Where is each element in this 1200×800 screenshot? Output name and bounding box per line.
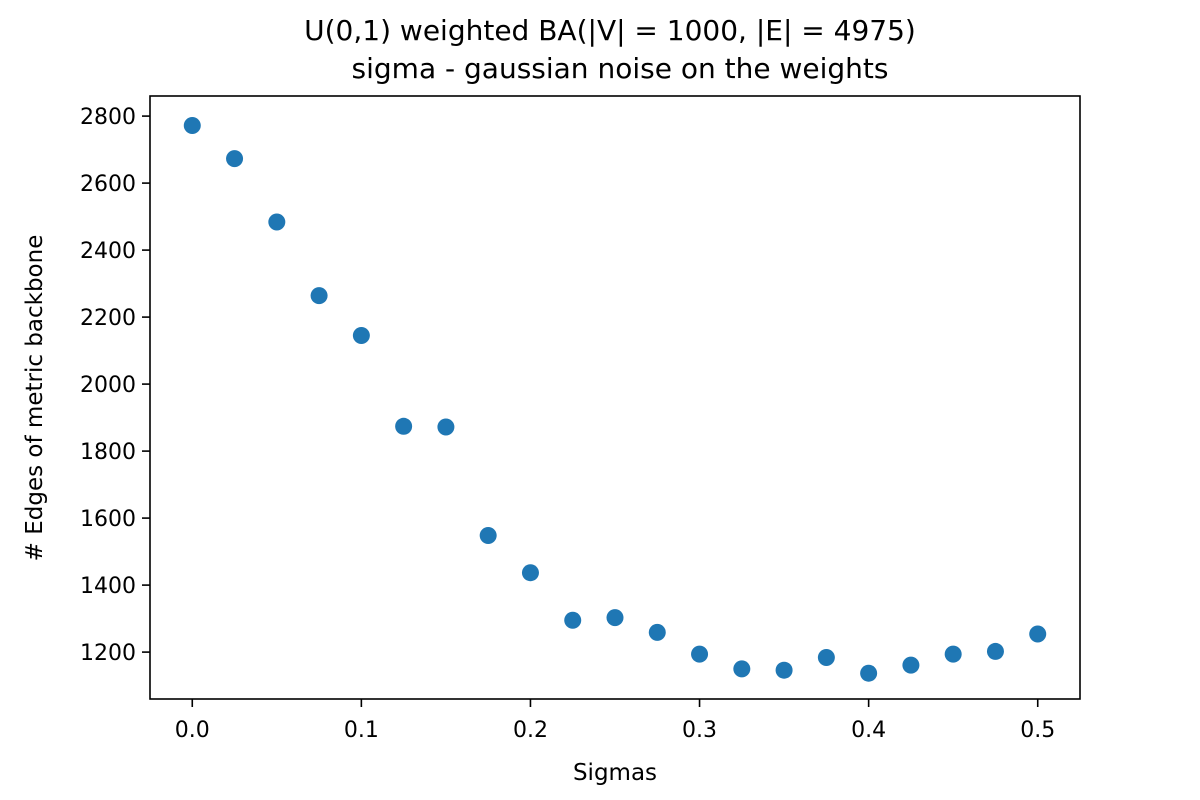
data-point bbox=[183, 116, 201, 134]
y-tick-label: 2200 bbox=[80, 306, 136, 331]
y-tick-label: 2800 bbox=[80, 105, 136, 130]
x-tick-label: 0.3 bbox=[682, 718, 717, 743]
data-point bbox=[648, 623, 666, 641]
data-point bbox=[944, 645, 962, 663]
y-tick-label: 1800 bbox=[80, 440, 136, 465]
data-point bbox=[352, 327, 370, 345]
y-tick-label: 2600 bbox=[80, 172, 136, 197]
y-axis: 1200 1400 1600 1800 2000 2200 2400 2600 2800 bbox=[80, 105, 150, 666]
data-point bbox=[733, 660, 751, 678]
chart-title: U(0,1) weighted BA(|V| = 1000, |E| = 497… bbox=[304, 14, 916, 47]
data-point bbox=[437, 418, 455, 436]
x-axis: 0.0 0.1 0.2 0.3 0.4 0.5 bbox=[175, 699, 1055, 743]
y-axis-label: # Edges of metric backbone bbox=[22, 235, 48, 562]
y-tick-label: 2000 bbox=[80, 373, 136, 398]
data-point bbox=[817, 648, 835, 666]
data-point bbox=[775, 661, 793, 679]
data-points bbox=[183, 116, 1047, 682]
y-tick-label: 2400 bbox=[80, 239, 136, 264]
chart-subtitle: sigma - gaussian noise on the weights bbox=[352, 52, 889, 85]
x-tick-label: 0.4 bbox=[851, 718, 886, 743]
data-point bbox=[564, 611, 582, 629]
y-tick-label: 1600 bbox=[80, 507, 136, 532]
x-tick-label: 0.0 bbox=[175, 718, 210, 743]
data-point bbox=[986, 642, 1004, 660]
x-tick-label: 0.2 bbox=[513, 718, 548, 743]
data-point bbox=[860, 664, 878, 682]
data-point bbox=[268, 213, 286, 231]
data-point bbox=[902, 656, 920, 674]
x-tick-label: 0.1 bbox=[344, 718, 379, 743]
y-tick-label: 1400 bbox=[80, 574, 136, 599]
data-point bbox=[606, 609, 624, 627]
data-point bbox=[479, 527, 497, 545]
data-point bbox=[1029, 625, 1047, 643]
data-point bbox=[521, 564, 539, 582]
plot-frame bbox=[149, 95, 1081, 700]
data-point bbox=[310, 287, 328, 305]
x-tick-label: 0.5 bbox=[1020, 718, 1055, 743]
data-point bbox=[691, 645, 709, 663]
data-point bbox=[226, 150, 244, 168]
y-tick-label: 1200 bbox=[80, 641, 136, 666]
x-axis-label: Sigmas bbox=[573, 760, 657, 786]
data-point bbox=[395, 417, 413, 435]
